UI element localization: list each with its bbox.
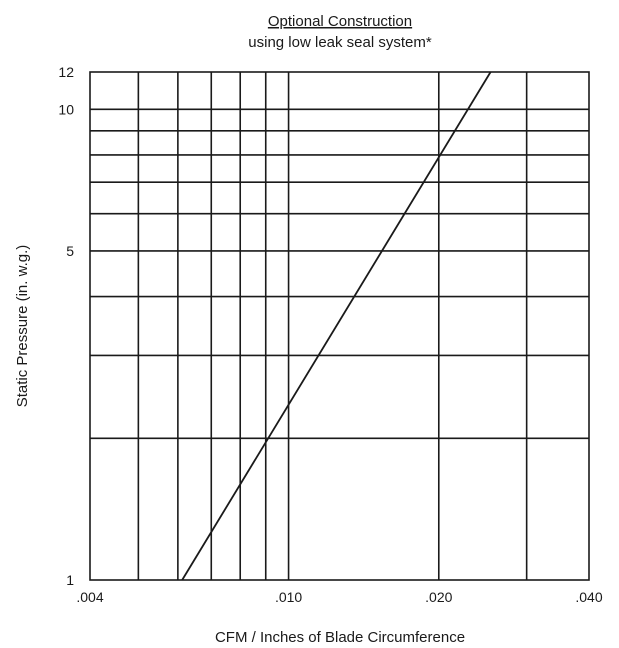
chart-subtitle: using low leak seal system*	[248, 34, 432, 51]
chart-title: Optional Construction	[268, 13, 412, 30]
x-tick-labels: .004 .010 .020 .040	[76, 589, 602, 605]
y-tick-label: 5	[66, 243, 74, 259]
x-gridlines	[137, 72, 528, 580]
plot-frame	[89, 71, 590, 581]
x-tick-label: .040	[575, 589, 602, 605]
x-tick-label: .020	[425, 589, 452, 605]
series-line	[181, 71, 492, 581]
y-tick-label: 10	[58, 101, 74, 117]
y-gridlines	[90, 108, 589, 440]
x-tick-label: .004	[76, 589, 103, 605]
y-tick-label: 1	[66, 572, 74, 588]
y-tick-label: 12	[58, 64, 74, 80]
series-layer	[181, 71, 492, 581]
y-axis-label: Static Pressure (in. w.g.)	[14, 245, 31, 408]
x-axis-label: CFM / Inches of Blade Circumference	[215, 629, 465, 646]
x-tick-label: .010	[275, 589, 302, 605]
y-tick-labels: 1 5 10 12	[58, 64, 74, 588]
